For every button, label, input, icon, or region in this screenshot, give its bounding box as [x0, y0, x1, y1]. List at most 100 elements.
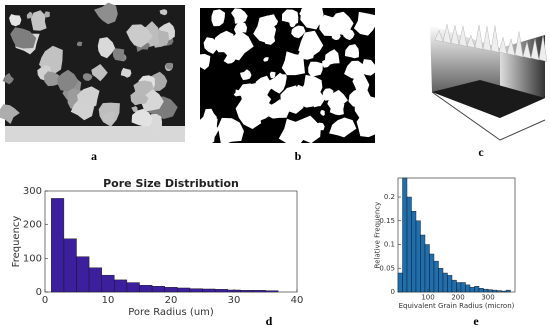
- bar: [177, 287, 191, 293]
- bar: [429, 253, 435, 293]
- particle: [255, 75, 275, 96]
- bar: [411, 211, 417, 293]
- y-axis-label: Frequency: [11, 216, 22, 268]
- bar: [438, 268, 444, 293]
- particle: [329, 117, 357, 138]
- y-tick-label: 0: [391, 288, 395, 296]
- particle: [281, 51, 305, 76]
- particle: [91, 64, 108, 82]
- particle: [300, 74, 323, 103]
- particle: [94, 2, 118, 25]
- bar: [447, 275, 453, 293]
- bar: [126, 282, 140, 293]
- binary-image: [194, 0, 382, 148]
- peak: [506, 38, 516, 56]
- particle: [97, 37, 116, 59]
- particle: [299, 8, 309, 17]
- bar: [492, 289, 498, 293]
- particle: [331, 31, 341, 41]
- particle: [194, 53, 211, 70]
- bar: [252, 290, 266, 293]
- particle: [320, 110, 325, 116]
- particle: [130, 88, 149, 106]
- particle: [313, 102, 318, 108]
- y-tick-label: 200: [23, 220, 42, 231]
- particle: [353, 11, 377, 36]
- bar: [478, 288, 484, 293]
- y-tick-label: 0.1: [384, 241, 395, 249]
- particle: [131, 106, 138, 113]
- particle: [82, 73, 93, 81]
- particle: [263, 57, 269, 62]
- particle: [356, 113, 382, 138]
- y-axis-label: Relative Frequency: [374, 202, 382, 269]
- particle: [280, 85, 304, 114]
- peak: [490, 25, 500, 53]
- particle: [44, 11, 50, 18]
- bar: [483, 288, 489, 293]
- particle: [344, 60, 368, 80]
- particle: [2, 73, 14, 85]
- x-tick-label: 20: [165, 295, 178, 306]
- particle: [77, 86, 100, 109]
- chart-title: Pore Size Distribution: [103, 177, 239, 190]
- particle: [269, 102, 284, 116]
- bar: [424, 244, 430, 293]
- peak: [450, 25, 460, 46]
- y-tick-label: 0.15: [379, 217, 395, 225]
- particle: [308, 61, 323, 77]
- particle: [0, 104, 20, 124]
- particle: [322, 58, 331, 68]
- bar: [406, 196, 412, 293]
- bar: [474, 286, 480, 293]
- y-tick-label: 0.2: [384, 193, 395, 201]
- bar: [202, 288, 216, 293]
- bar: [496, 290, 502, 293]
- bar: [240, 290, 254, 293]
- bar: [460, 282, 466, 293]
- particle: [327, 11, 354, 36]
- particle: [9, 14, 22, 27]
- bar: [151, 286, 165, 293]
- particle: [263, 30, 276, 45]
- particle: [281, 9, 299, 25]
- particle: [278, 118, 311, 148]
- panel-label: c: [478, 145, 484, 159]
- surface-plot: [430, 24, 548, 141]
- y-tick-label: 100: [23, 253, 42, 264]
- particle: [215, 11, 225, 23]
- particle: [165, 62, 173, 70]
- bar: [501, 290, 507, 293]
- particle: [269, 71, 276, 79]
- x-tick-label: 10: [102, 295, 115, 306]
- bar: [442, 272, 448, 293]
- particle: [131, 108, 153, 127]
- particle: [159, 9, 168, 16]
- y-tick-label: 0.05: [379, 264, 395, 272]
- y-tick-label: 0: [36, 287, 42, 298]
- particle: [291, 25, 306, 39]
- bar: [487, 289, 493, 293]
- particle: [329, 101, 345, 116]
- particle: [348, 88, 372, 107]
- particle: [103, 111, 115, 123]
- y-tick-label: 300: [23, 186, 42, 197]
- x-axis-label: Equivalent Grain Radius (micron): [399, 302, 515, 310]
- particle: [234, 21, 248, 35]
- bar: [505, 289, 511, 293]
- particle: [112, 48, 125, 61]
- particle: [202, 108, 217, 125]
- particle: [313, 122, 325, 132]
- x-tick-label: 300: [481, 294, 494, 302]
- panel-label: e: [473, 314, 479, 328]
- panel-label: b: [295, 149, 302, 163]
- particle: [57, 69, 79, 92]
- x-tick-label: 200: [451, 294, 464, 302]
- bar: [397, 272, 403, 293]
- particle: [235, 98, 263, 129]
- bar: [415, 220, 421, 293]
- bar: [214, 289, 228, 293]
- particle: [268, 72, 287, 94]
- particle: [217, 117, 244, 146]
